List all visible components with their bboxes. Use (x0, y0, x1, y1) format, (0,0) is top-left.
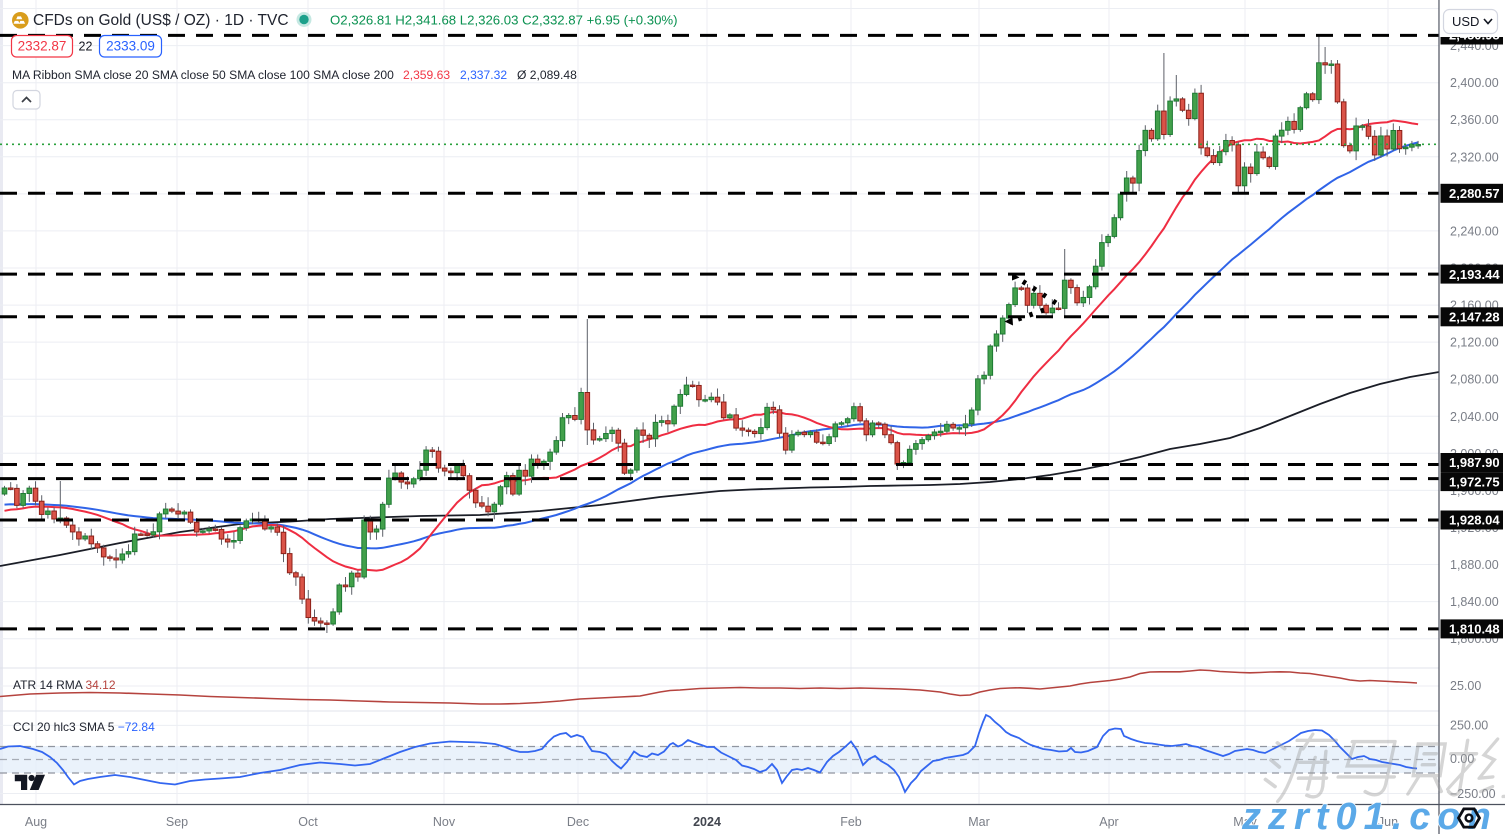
svg-text:2,240.00: 2,240.00 (1450, 224, 1499, 238)
svg-text:1,928.04: 1,928.04 (1449, 513, 1500, 528)
svg-text:2,360.00: 2,360.00 (1450, 113, 1499, 127)
svg-text:Oct: Oct (298, 815, 318, 829)
svg-text:Mar: Mar (968, 815, 990, 829)
svg-text:2,147.28: 2,147.28 (1449, 310, 1500, 325)
svg-text:2,193.44: 2,193.44 (1449, 267, 1500, 282)
svg-text:2333.09: 2333.09 (106, 39, 155, 54)
svg-text:1,880.00: 1,880.00 (1450, 558, 1499, 572)
svg-text:2,320.00: 2,320.00 (1450, 150, 1499, 164)
svg-text:Nov: Nov (433, 815, 456, 829)
svg-text:Aug: Aug (25, 815, 47, 829)
svg-text:MA Ribbon SMA close 20 SMA clo: MA Ribbon SMA close 20 SMA close 50 SMA … (12, 68, 577, 82)
svg-text:2,400.00: 2,400.00 (1450, 76, 1499, 90)
svg-text:O2,326.81 H2,341.68 L2,326.0: O2,326.81 H2,341.68 L2,326.03 C2,332.87 … (330, 13, 678, 28)
svg-text:Dec: Dec (567, 815, 589, 829)
svg-text:2,280.57: 2,280.57 (1449, 186, 1500, 201)
svg-text:250.00: 250.00 (1450, 719, 1488, 733)
svg-text:2,040.00: 2,040.00 (1450, 410, 1499, 424)
svg-text:2024: 2024 (693, 815, 721, 829)
svg-text:Feb: Feb (840, 815, 862, 829)
svg-text:zzrt01.con: zzrt01.con (1241, 796, 1498, 834)
svg-text:2,120.00: 2,120.00 (1450, 336, 1499, 350)
svg-text:−250.00: −250.00 (1450, 787, 1496, 801)
svg-text:25.00: 25.00 (1450, 679, 1481, 693)
svg-text:Sep: Sep (166, 815, 188, 829)
svg-text:1,840.00: 1,840.00 (1450, 595, 1499, 609)
svg-text:May: May (1233, 815, 1257, 829)
svg-text:0.00: 0.00 (1450, 752, 1474, 766)
svg-text:2,080.00: 2,080.00 (1450, 373, 1499, 387)
svg-text:CCI 20 hlc3 SMA 5 −72.84: CCI 20 hlc3 SMA 5 −72.84 (13, 720, 155, 734)
svg-text:1,972.75: 1,972.75 (1449, 474, 1500, 489)
svg-text:2332.87: 2332.87 (18, 39, 67, 54)
svg-text:USD: USD (1452, 14, 1479, 29)
svg-text:Apr: Apr (1099, 815, 1118, 829)
svg-text:Jun: Jun (1378, 815, 1398, 829)
svg-text:CFDs on Gold (US$ / OZ) · 1D ·: CFDs on Gold (US$ / OZ) · 1D · TVC (33, 12, 289, 29)
svg-text:1,810.48: 1,810.48 (1449, 622, 1500, 637)
svg-text:1,987.90: 1,987.90 (1449, 455, 1500, 470)
svg-text:22: 22 (79, 40, 93, 54)
svg-text:ATR 14 RMA 34.12: ATR 14 RMA 34.12 (13, 678, 116, 692)
